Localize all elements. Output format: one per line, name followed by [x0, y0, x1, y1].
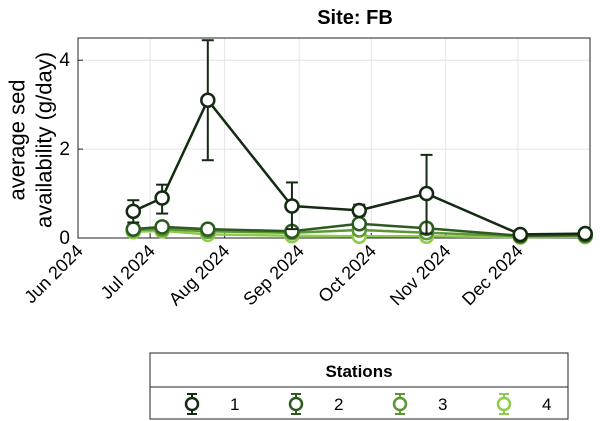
- x-tick-label-4: Oct 2024: [314, 241, 380, 307]
- x-tick-label-3: Sep 2024: [239, 241, 308, 310]
- legend-label-4: 4: [542, 395, 551, 414]
- legend-item-3: 3: [392, 393, 447, 415]
- legend-item-2: 2: [288, 393, 343, 415]
- chart-title: Site: FB: [317, 7, 393, 29]
- plot-frame: [77, 37, 591, 239]
- y-axis-label: average sedavailability (g/day): [5, 52, 57, 228]
- series-2-point-4: [351, 216, 367, 232]
- legend-symbol-4: [496, 393, 512, 415]
- series-1-point-4: [351, 202, 367, 219]
- series-1-point-0: [125, 203, 142, 220]
- series-group: [125, 39, 593, 245]
- legend-item-4: 4: [496, 393, 551, 415]
- series-1-point-1: [154, 190, 170, 206]
- series-1-point-6: [512, 226, 529, 243]
- legend: Stations 1 2 3 4: [149, 352, 569, 420]
- legend-label-3: 3: [438, 395, 447, 414]
- x-tick-label-0: Jun 2024: [20, 241, 87, 308]
- series-2-point-1: [154, 219, 170, 235]
- series-1-point-7: [577, 225, 593, 242]
- series-1-point-5: [418, 185, 435, 202]
- legend-symbol-3: [392, 393, 408, 415]
- x-tick-label-1: Jul 2024: [97, 241, 159, 303]
- y-axis-label-line-1: availability (g/day): [32, 52, 57, 228]
- legend-item-1: 1: [184, 393, 239, 415]
- y-tick-label-1: 2: [59, 139, 70, 160]
- x-ticks: Jun 2024 Jul 2024 Aug 2024 Sep 2024 Oct 2024…: [20, 233, 527, 310]
- legend-symbol-2: [288, 393, 304, 415]
- x-tick-label-5: Nov 2024: [386, 241, 455, 310]
- legend-items: 1 2 3 4: [184, 393, 551, 415]
- legend-title: Stations: [325, 362, 392, 381]
- y-axis-label-line-0: average sed: [5, 79, 30, 200]
- series-2-point-0: [125, 221, 142, 237]
- y-tick-label-0: 0: [59, 228, 70, 249]
- y-tick-label-2: 4: [59, 50, 70, 71]
- series-1-point-2: [200, 92, 216, 108]
- x-tick-label-6: Dec 2024: [458, 241, 527, 310]
- series-2-point-2: [200, 221, 216, 237]
- legend-label-2: 2: [334, 395, 343, 414]
- x-tick-label-2: Aug 2024: [165, 241, 234, 310]
- legend-label-1: 1: [230, 395, 239, 414]
- series-1: [125, 39, 593, 243]
- series-1-line: [132, 98, 586, 236]
- series-1-point-3: [284, 198, 300, 214]
- legend-symbol-1: [184, 393, 200, 415]
- y-ticks: 0 2 4: [59, 50, 83, 249]
